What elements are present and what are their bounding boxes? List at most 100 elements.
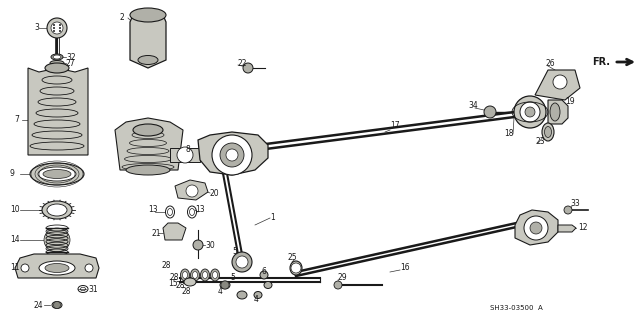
Text: 6: 6 (262, 268, 267, 277)
Ellipse shape (212, 271, 218, 278)
Circle shape (220, 143, 244, 167)
Text: 5: 5 (232, 248, 237, 256)
Text: 30: 30 (205, 241, 215, 249)
Text: 13: 13 (148, 205, 157, 214)
Text: 10: 10 (10, 205, 20, 214)
Circle shape (186, 185, 198, 197)
Polygon shape (170, 148, 200, 162)
Circle shape (53, 30, 55, 32)
Text: 23: 23 (536, 137, 546, 146)
Ellipse shape (550, 103, 560, 121)
Circle shape (60, 24, 61, 26)
Circle shape (524, 216, 548, 240)
Polygon shape (558, 225, 576, 232)
Ellipse shape (30, 163, 84, 185)
Ellipse shape (180, 269, 189, 281)
Text: 33: 33 (570, 199, 580, 209)
Ellipse shape (184, 278, 196, 286)
Ellipse shape (191, 269, 200, 281)
Circle shape (193, 240, 203, 250)
Circle shape (484, 106, 496, 118)
Ellipse shape (200, 269, 209, 281)
Ellipse shape (45, 63, 69, 73)
Polygon shape (198, 132, 268, 175)
Text: 19: 19 (565, 98, 575, 107)
Ellipse shape (542, 123, 554, 141)
Ellipse shape (133, 124, 163, 136)
Ellipse shape (51, 54, 63, 60)
Ellipse shape (44, 228, 70, 252)
Ellipse shape (237, 291, 247, 299)
Circle shape (53, 24, 55, 26)
Text: 25: 25 (288, 254, 298, 263)
Polygon shape (548, 100, 568, 124)
Ellipse shape (220, 281, 230, 289)
Polygon shape (15, 254, 99, 278)
Ellipse shape (138, 56, 158, 64)
Circle shape (212, 135, 252, 175)
Ellipse shape (42, 201, 72, 219)
Polygon shape (175, 180, 208, 200)
Circle shape (177, 147, 193, 163)
Text: 18: 18 (504, 130, 513, 138)
Polygon shape (130, 15, 166, 68)
Text: SH33-03500  A: SH33-03500 A (490, 305, 543, 311)
Ellipse shape (43, 169, 71, 179)
Text: FR.: FR. (592, 57, 610, 67)
Circle shape (85, 264, 93, 272)
Circle shape (51, 22, 63, 34)
Text: 21: 21 (152, 228, 161, 238)
Polygon shape (535, 70, 580, 100)
Text: 20: 20 (210, 189, 220, 197)
Circle shape (60, 27, 61, 29)
Text: 11: 11 (10, 263, 19, 272)
Circle shape (291, 263, 301, 273)
Text: 4: 4 (218, 286, 223, 295)
Circle shape (236, 256, 248, 268)
Polygon shape (28, 68, 88, 155)
Ellipse shape (260, 271, 268, 279)
Text: 5: 5 (230, 273, 235, 283)
Circle shape (21, 264, 29, 272)
Text: 13: 13 (195, 205, 205, 214)
Ellipse shape (290, 261, 302, 275)
Ellipse shape (264, 281, 272, 288)
Ellipse shape (545, 127, 552, 137)
Circle shape (60, 30, 61, 32)
Text: 9: 9 (10, 169, 15, 179)
Circle shape (564, 206, 572, 214)
Ellipse shape (202, 271, 207, 278)
Text: 28: 28 (162, 261, 172, 270)
Ellipse shape (39, 261, 75, 275)
Text: 24: 24 (34, 300, 44, 309)
Ellipse shape (53, 55, 61, 59)
Ellipse shape (182, 271, 188, 278)
Text: 12: 12 (578, 224, 588, 233)
Text: 7: 7 (14, 115, 19, 124)
Polygon shape (515, 210, 558, 245)
Polygon shape (163, 223, 186, 240)
Ellipse shape (52, 301, 62, 308)
Text: 17: 17 (390, 121, 399, 130)
Ellipse shape (514, 96, 546, 128)
Text: 34: 34 (468, 101, 477, 110)
Circle shape (243, 63, 253, 73)
Text: 1: 1 (270, 213, 275, 222)
Text: 2: 2 (120, 13, 125, 23)
Circle shape (54, 301, 61, 308)
Circle shape (226, 149, 238, 161)
Text: 3: 3 (34, 24, 39, 33)
Ellipse shape (130, 8, 166, 22)
Ellipse shape (38, 167, 76, 181)
Text: 22: 22 (238, 58, 248, 68)
Text: 28: 28 (182, 286, 191, 295)
Circle shape (221, 281, 229, 289)
Ellipse shape (525, 107, 535, 117)
Ellipse shape (47, 204, 67, 216)
Text: 8: 8 (185, 145, 189, 154)
Circle shape (232, 252, 252, 272)
Text: 26: 26 (546, 60, 556, 69)
Circle shape (334, 281, 342, 289)
Ellipse shape (211, 269, 220, 281)
Text: 27: 27 (66, 58, 76, 68)
